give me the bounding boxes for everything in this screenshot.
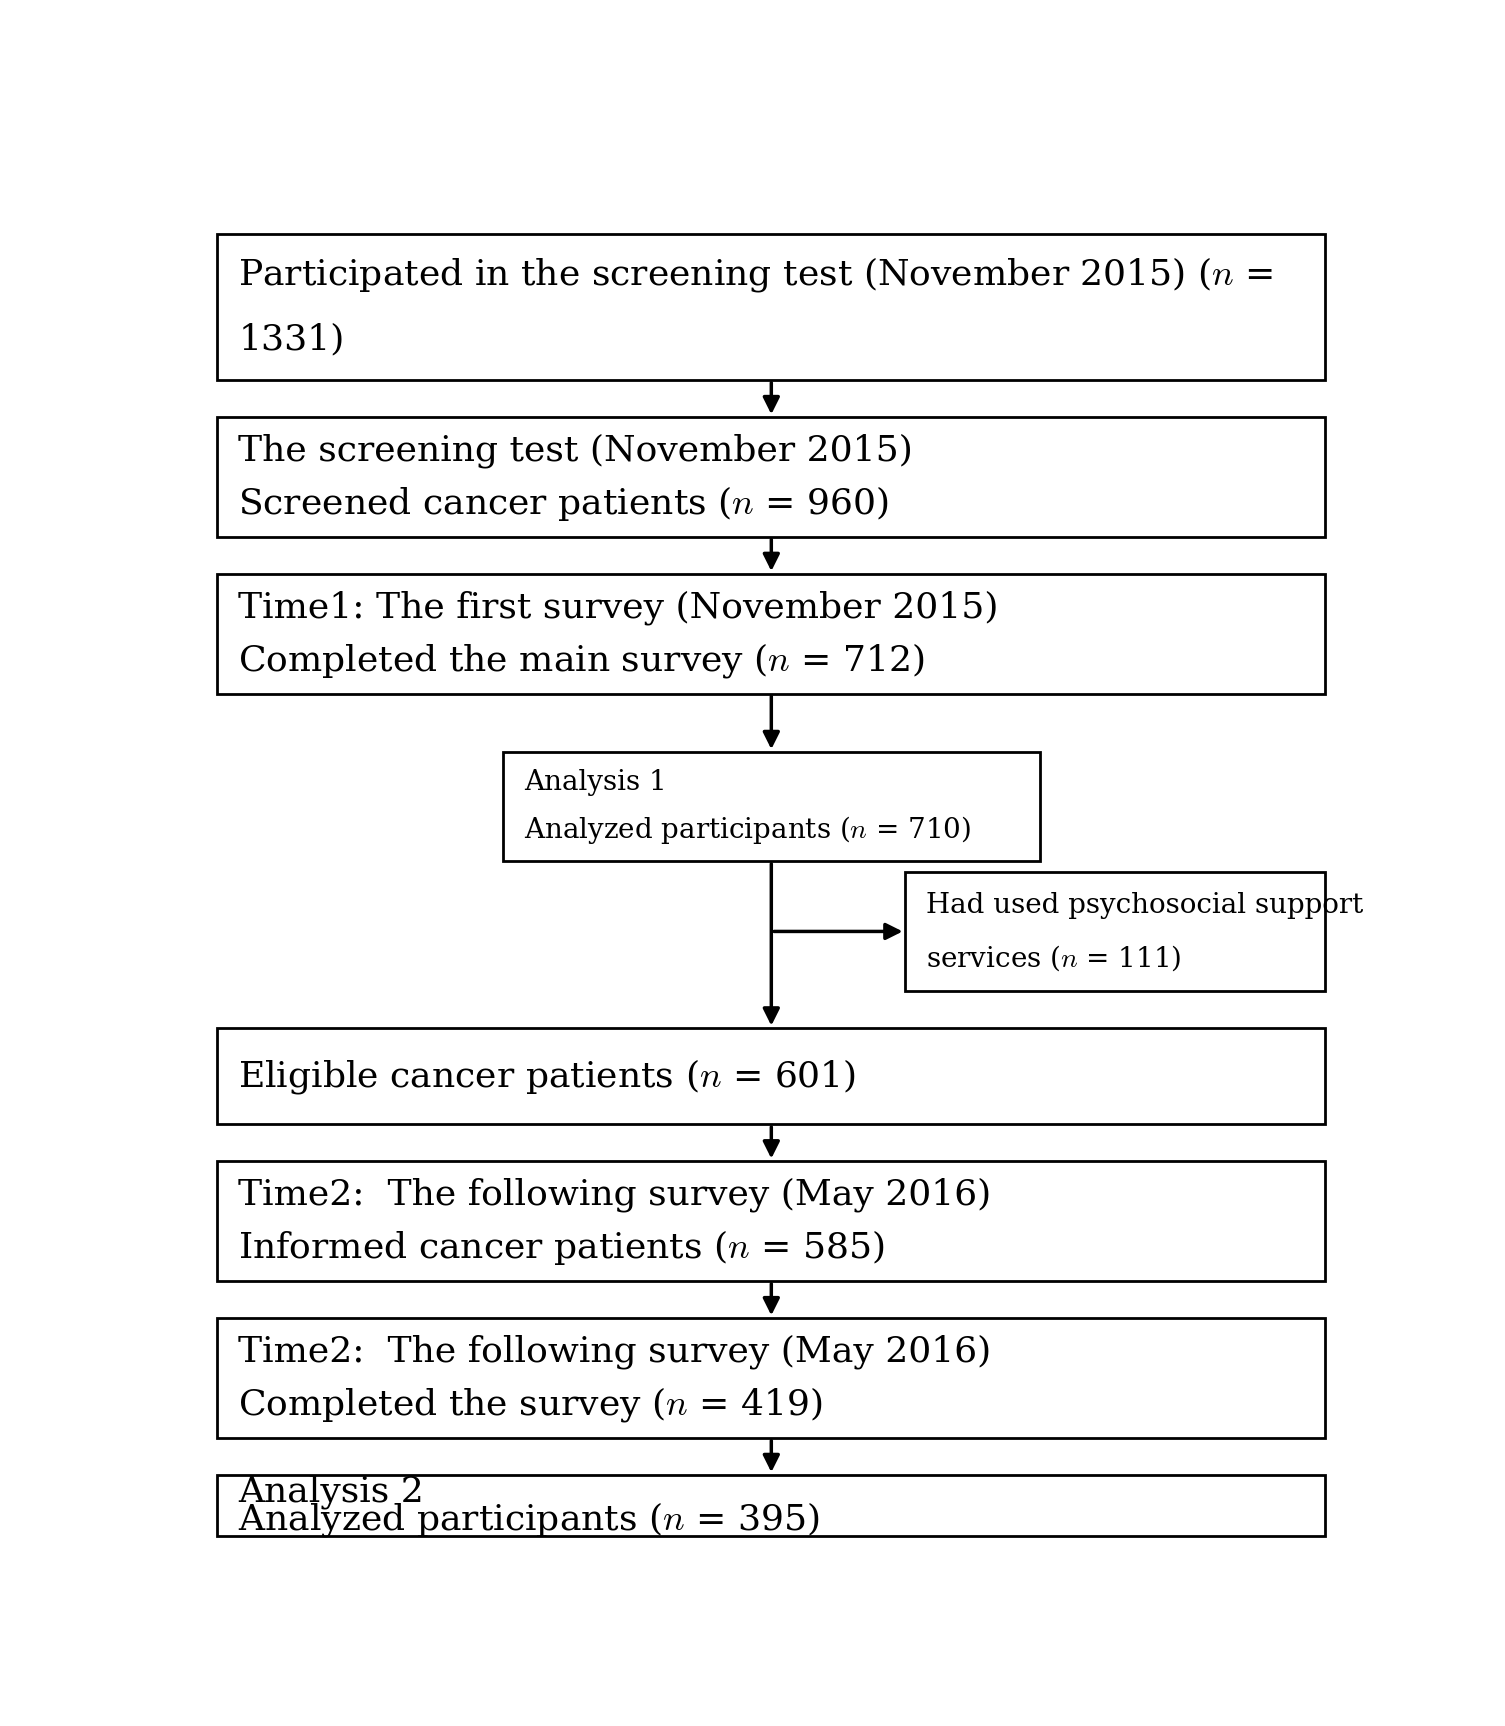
Text: services ($n$ = 111): services ($n$ = 111)	[927, 942, 1181, 973]
Text: Completed the survey ($n$ = 419): Completed the survey ($n$ = 419)	[238, 1384, 823, 1424]
Text: The screening test (November 2015): The screening test (November 2015)	[238, 433, 914, 468]
Text: Time2:  The following survey (May 2016): Time2: The following survey (May 2016)	[238, 1334, 992, 1369]
Text: Analyzed participants ($n$ = 710): Analyzed participants ($n$ = 710)	[524, 815, 971, 846]
Bar	[217, 1162, 1326, 1281]
Text: Had used psychosocial support: Had used psychosocial support	[927, 892, 1364, 918]
Bar	[217, 1319, 1326, 1438]
Text: Completed the main survey ($n$ = 712): Completed the main survey ($n$ = 712)	[238, 640, 926, 680]
Text: Time2:  The following survey (May 2016): Time2: The following survey (May 2016)	[238, 1177, 992, 1212]
Text: Screened cancer patients ($n$ = 960): Screened cancer patients ($n$ = 960)	[238, 483, 889, 523]
Bar	[217, 233, 1326, 380]
Text: Time1: The first survey (November 2015): Time1: The first survey (November 2015)	[238, 590, 999, 625]
Text: Participated in the screening test (November 2015) ($n$ =: Participated in the screening test (Nove…	[238, 255, 1273, 293]
Text: Analyzed participants ($n$ = 395): Analyzed participants ($n$ = 395)	[238, 1500, 820, 1538]
Bar	[217, 1029, 1326, 1124]
Text: 1331): 1331)	[238, 323, 345, 356]
Bar	[217, 1476, 1326, 1536]
Bar	[217, 418, 1326, 537]
Text: Analysis 1: Analysis 1	[524, 770, 667, 796]
Bar	[503, 753, 1040, 861]
Bar	[217, 575, 1326, 694]
Text: Eligible cancer patients ($n$ = 601): Eligible cancer patients ($n$ = 601)	[238, 1056, 856, 1096]
Text: Analysis 2: Analysis 2	[238, 1476, 424, 1509]
Text: Informed cancer patients ($n$ = 585): Informed cancer patients ($n$ = 585)	[238, 1227, 885, 1267]
Bar	[906, 872, 1326, 991]
